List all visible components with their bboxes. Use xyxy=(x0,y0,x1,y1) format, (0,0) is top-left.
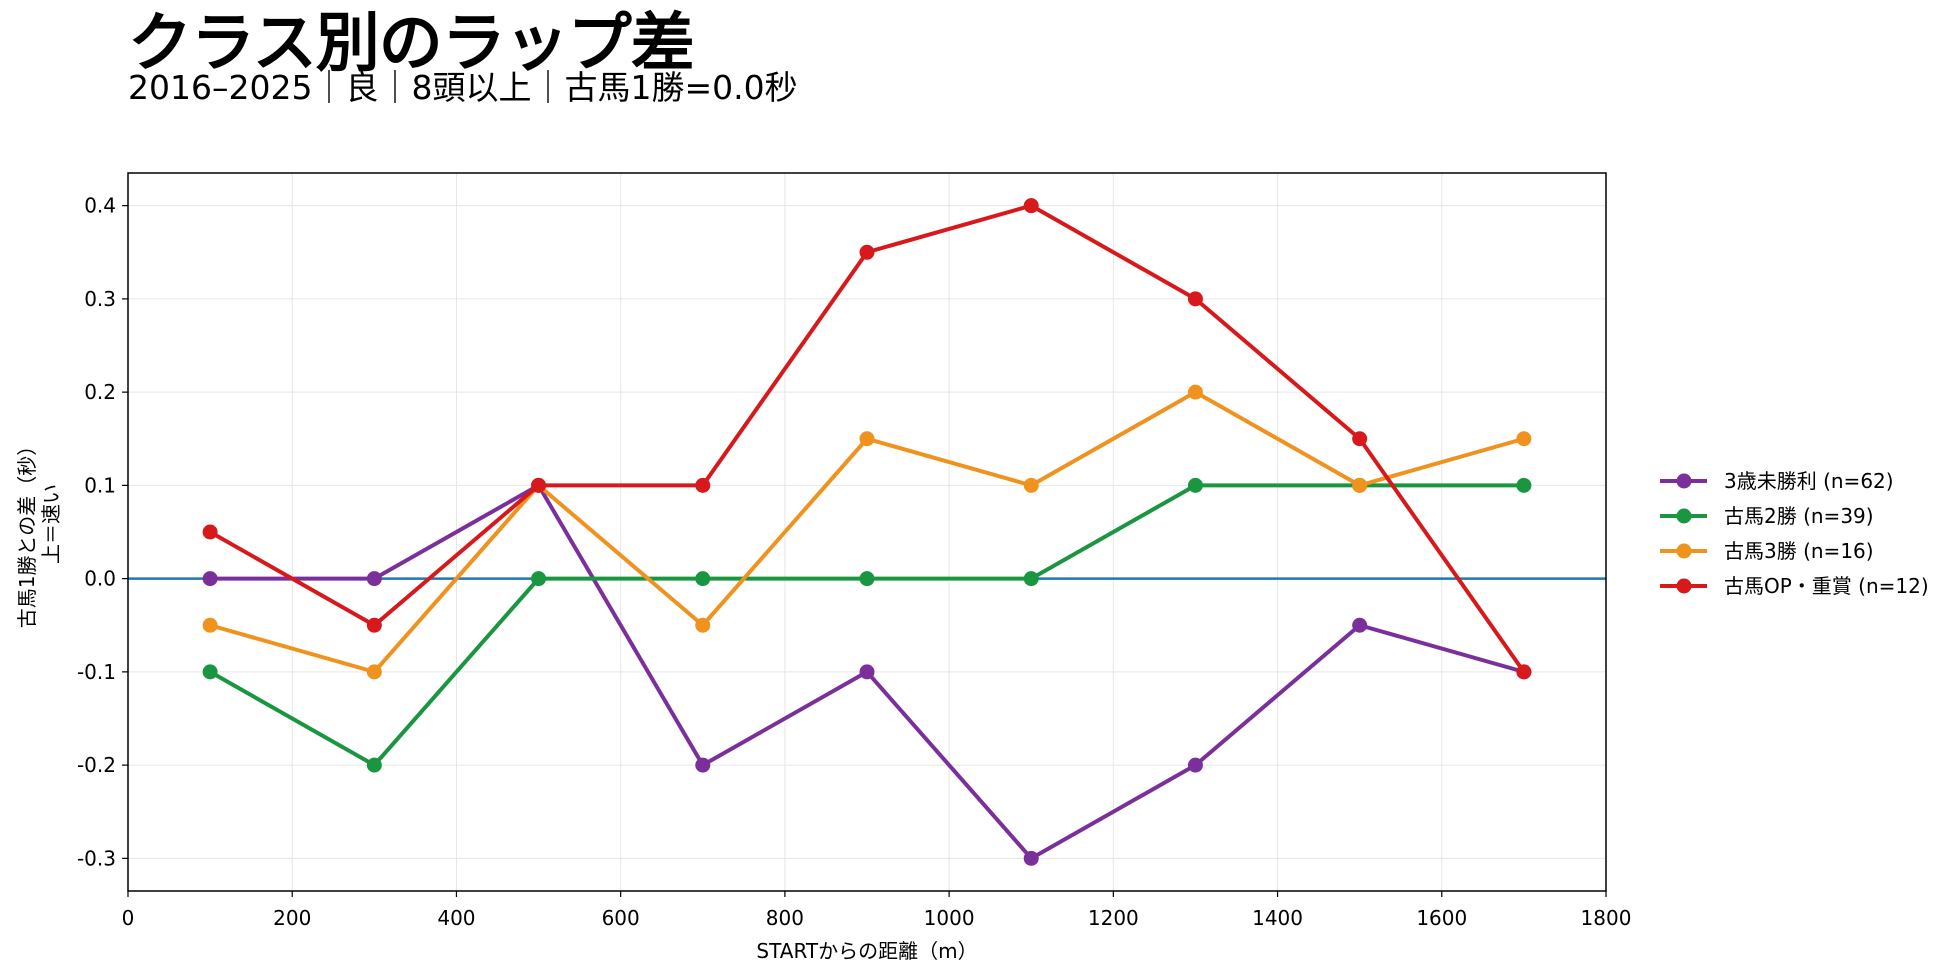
data-point xyxy=(531,477,547,493)
data-point xyxy=(695,571,711,587)
data-point xyxy=(202,571,218,587)
data-point xyxy=(1516,431,1532,447)
data-point xyxy=(1352,431,1368,447)
y-tick-label: 0.4 xyxy=(84,194,116,218)
data-point xyxy=(366,571,382,587)
x-tick-label: 0 xyxy=(122,906,135,930)
data-point xyxy=(202,664,218,680)
series-group xyxy=(202,477,1532,773)
data-point xyxy=(1516,664,1532,680)
legend-item: 古馬2勝 (n=39) xyxy=(1660,504,1874,528)
x-tick-label: 1800 xyxy=(1581,906,1632,930)
x-tick-label: 1600 xyxy=(1416,906,1467,930)
data-point xyxy=(1023,571,1039,587)
data-point xyxy=(1187,291,1203,307)
data-point xyxy=(1187,384,1203,400)
x-tick-label: 600 xyxy=(602,906,640,930)
data-point xyxy=(1187,757,1203,773)
legend-item: 古馬OP・重賞 (n=12) xyxy=(1660,574,1929,598)
data-point xyxy=(1352,617,1368,633)
data-point xyxy=(695,477,711,493)
x-tick-label: 1000 xyxy=(924,906,975,930)
chart-title: クラス別のラップ差 xyxy=(128,7,695,81)
y-tick-label: 0.1 xyxy=(84,473,116,497)
data-point xyxy=(202,617,218,633)
y-axis-label-line2: 上＝速い xyxy=(39,484,63,564)
x-tick-label: 200 xyxy=(273,906,311,930)
data-point xyxy=(859,244,875,260)
legend-swatch-marker xyxy=(1676,473,1692,489)
chart-subtitle: 2016–2025｜良｜8頭以上｜古馬1勝=0.0秒 xyxy=(128,68,798,107)
y-tick-label: -0.2 xyxy=(77,753,116,777)
data-point xyxy=(859,571,875,587)
x-tick-label: 1400 xyxy=(1252,906,1303,930)
y-tick-label: 0.2 xyxy=(84,380,116,404)
series-line xyxy=(208,483,1526,768)
y-axis-label-line1: 古馬1勝との差（秒） xyxy=(15,436,39,629)
data-point xyxy=(1023,198,1039,214)
y-tick-label: 0.3 xyxy=(84,287,116,311)
axis-ticks: 0 200 400 600 800 1000 1200 1400 1600 1800 -0.3 -0.… xyxy=(77,194,1631,930)
legend-label: 3歳未勝利 (n=62) xyxy=(1724,469,1894,493)
plot-area-frame xyxy=(127,172,1607,892)
series-group xyxy=(202,198,1532,680)
y-tick-label: -0.3 xyxy=(77,846,116,870)
legend-item: 古馬3勝 (n=16) xyxy=(1660,539,1874,563)
data-point xyxy=(859,431,875,447)
data-point xyxy=(366,664,382,680)
data-point xyxy=(1023,477,1039,493)
legend-swatch-marker xyxy=(1676,578,1692,594)
data-point xyxy=(366,617,382,633)
data-point xyxy=(1187,477,1203,493)
legend-label: 古馬3勝 (n=16) xyxy=(1724,539,1874,563)
grid-lines xyxy=(127,173,1607,891)
data-point xyxy=(531,571,547,587)
data-point xyxy=(1352,477,1368,493)
data-point xyxy=(202,524,218,540)
x-axis-label: STARTからの距離（m） xyxy=(756,939,977,963)
series-group xyxy=(202,384,1532,680)
x-tick-label: 1200 xyxy=(1088,906,1139,930)
data-point xyxy=(859,664,875,680)
legend: 3歳未勝利 (n=62) 古馬2勝 (n=39) 古馬3勝 (n=16) 古馬OP・重… xyxy=(1660,469,1929,598)
legend-label: 古馬OP・重賞 (n=12) xyxy=(1724,574,1929,598)
data-point xyxy=(366,757,382,773)
data-point xyxy=(695,757,711,773)
legend-label: 古馬2勝 (n=39) xyxy=(1724,504,1874,528)
y-tick-label: -0.1 xyxy=(77,660,116,684)
x-tick-label: 400 xyxy=(437,906,475,930)
series-lines xyxy=(202,198,1532,866)
legend-item: 3歳未勝利 (n=62) xyxy=(1660,469,1894,493)
data-point xyxy=(1023,850,1039,866)
x-tick-label: 800 xyxy=(766,906,804,930)
y-tick-label: 0.0 xyxy=(84,567,116,591)
legend-swatch-marker xyxy=(1676,508,1692,524)
data-point xyxy=(695,617,711,633)
legend-swatch-marker xyxy=(1676,543,1692,559)
data-point xyxy=(1516,477,1532,493)
